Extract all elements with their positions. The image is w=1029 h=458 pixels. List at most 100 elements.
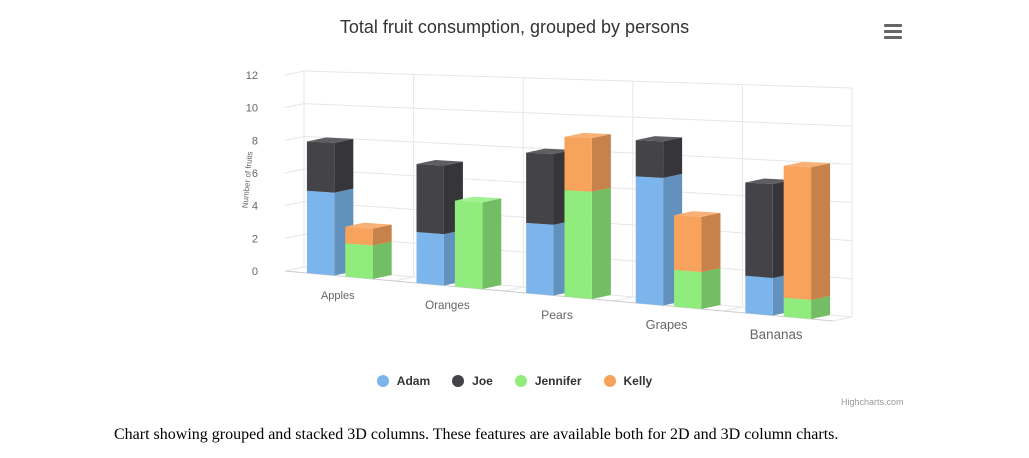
menu-line-icon	[884, 24, 902, 27]
x-tick-label: Grapes	[646, 317, 688, 332]
bar-front	[416, 232, 444, 286]
bar-front	[783, 165, 812, 301]
bar-top	[416, 160, 463, 166]
bar-front	[454, 200, 483, 289]
gridline	[504, 286, 524, 292]
bar-segment-jennifer	[454, 196, 502, 289]
gridline	[723, 306, 743, 312]
y-tick-label: 12	[246, 70, 258, 82]
bar-segment-jennifer	[674, 265, 721, 309]
x-tick-label: Apples	[321, 290, 355, 302]
menu-line-icon	[884, 36, 902, 39]
gridline	[832, 316, 853, 322]
bar-front	[564, 190, 592, 299]
gridline	[284, 168, 305, 174]
y-tick-label: 8	[252, 135, 258, 147]
bar-front	[674, 215, 702, 273]
bar-front	[306, 141, 335, 193]
gridline	[613, 296, 633, 302]
y-tick-label: 0	[252, 266, 258, 278]
bar-top	[454, 196, 502, 203]
bar-front	[674, 269, 702, 309]
bar-side	[372, 241, 392, 279]
bar-top	[635, 136, 683, 142]
bar-side	[811, 296, 831, 319]
legend-symbol	[603, 375, 616, 387]
credits-link[interactable]: Highcharts.com	[841, 397, 904, 407]
legend: Adam Joe Jennifer Kelly	[0, 374, 1029, 388]
bar-top	[306, 137, 354, 143]
legend-label: Kelly	[623, 374, 653, 388]
legend-item-joe[interactable]: Joe	[452, 374, 493, 388]
menu-line-icon	[884, 30, 902, 33]
bar-segment-kelly	[674, 211, 721, 273]
bars	[306, 132, 831, 319]
y-tick-label: 10	[246, 103, 258, 115]
bar-front	[745, 275, 773, 316]
gridline	[284, 70, 305, 76]
bar-side	[372, 224, 392, 246]
legend-label: Jennifer	[534, 374, 582, 388]
gridline	[303, 70, 853, 89]
bar-top	[564, 132, 611, 139]
bar-top	[745, 178, 792, 185]
bar-front	[526, 222, 554, 296]
bar-side	[701, 212, 721, 273]
bar-front	[745, 182, 773, 278]
bar-top	[526, 148, 573, 155]
gridline	[284, 201, 305, 207]
x-tick-label: Oranges	[425, 299, 470, 312]
bar-top	[783, 161, 831, 168]
y-tick-label: 2	[252, 233, 258, 245]
y-tick-label: 6	[252, 168, 258, 180]
bar-front	[783, 297, 812, 319]
legend-item-kelly[interactable]: Kelly	[603, 374, 653, 388]
legend-label: Joe	[472, 374, 493, 388]
gridline	[284, 135, 305, 141]
bar-front	[416, 164, 444, 235]
bar-side	[663, 137, 683, 178]
y-tick-label: 4	[252, 201, 258, 213]
gridline	[284, 266, 305, 272]
context-menu-button[interactable]	[881, 22, 905, 42]
bar-segment-kelly	[783, 161, 831, 301]
legend-symbol	[376, 375, 389, 387]
legend-item-jennifer[interactable]: Jennifer	[514, 374, 582, 388]
bar-top	[345, 222, 392, 229]
bar-top	[674, 211, 721, 217]
gridline	[284, 103, 305, 109]
legend-item-adam[interactable]: Adam	[376, 374, 431, 388]
x-tick-label: Bananas	[750, 327, 803, 342]
bar-segment-jennifer	[564, 186, 611, 299]
bar-segment-kelly	[564, 132, 611, 192]
bar-side	[334, 138, 354, 193]
bar-front	[526, 152, 554, 225]
bar-front	[345, 226, 373, 246]
legend-symbol	[452, 375, 465, 387]
bar-side	[701, 268, 721, 309]
bar-side	[811, 163, 831, 301]
bar-side	[591, 134, 611, 192]
chart-container: 0 2 4 6 8 10 12 Number of fruits Apples Oranges Pe…	[0, 17, 1029, 407]
bar-front	[635, 140, 664, 178]
x-axis-line	[284, 270, 834, 322]
bar-front	[564, 136, 592, 192]
bar-front	[345, 243, 373, 279]
bar-segment-joe	[306, 137, 354, 193]
bar-segment-joe	[416, 160, 463, 235]
bar-front	[635, 176, 664, 306]
chart-caption: Chart showing grouped and stacked 3D col…	[114, 426, 839, 443]
bar-segment-joe	[635, 136, 683, 178]
bar-segment-jennifer	[345, 239, 392, 279]
gridline	[303, 103, 853, 127]
legend-symbol	[514, 375, 527, 387]
bar-segment-kelly	[345, 222, 392, 246]
x-tick-label: Pears	[541, 308, 573, 322]
bar-side	[591, 187, 611, 299]
bar-front	[306, 190, 335, 276]
gridline	[284, 233, 305, 239]
gridline	[394, 276, 414, 282]
legend-label: Adam	[396, 374, 431, 388]
bar-side	[482, 198, 502, 289]
